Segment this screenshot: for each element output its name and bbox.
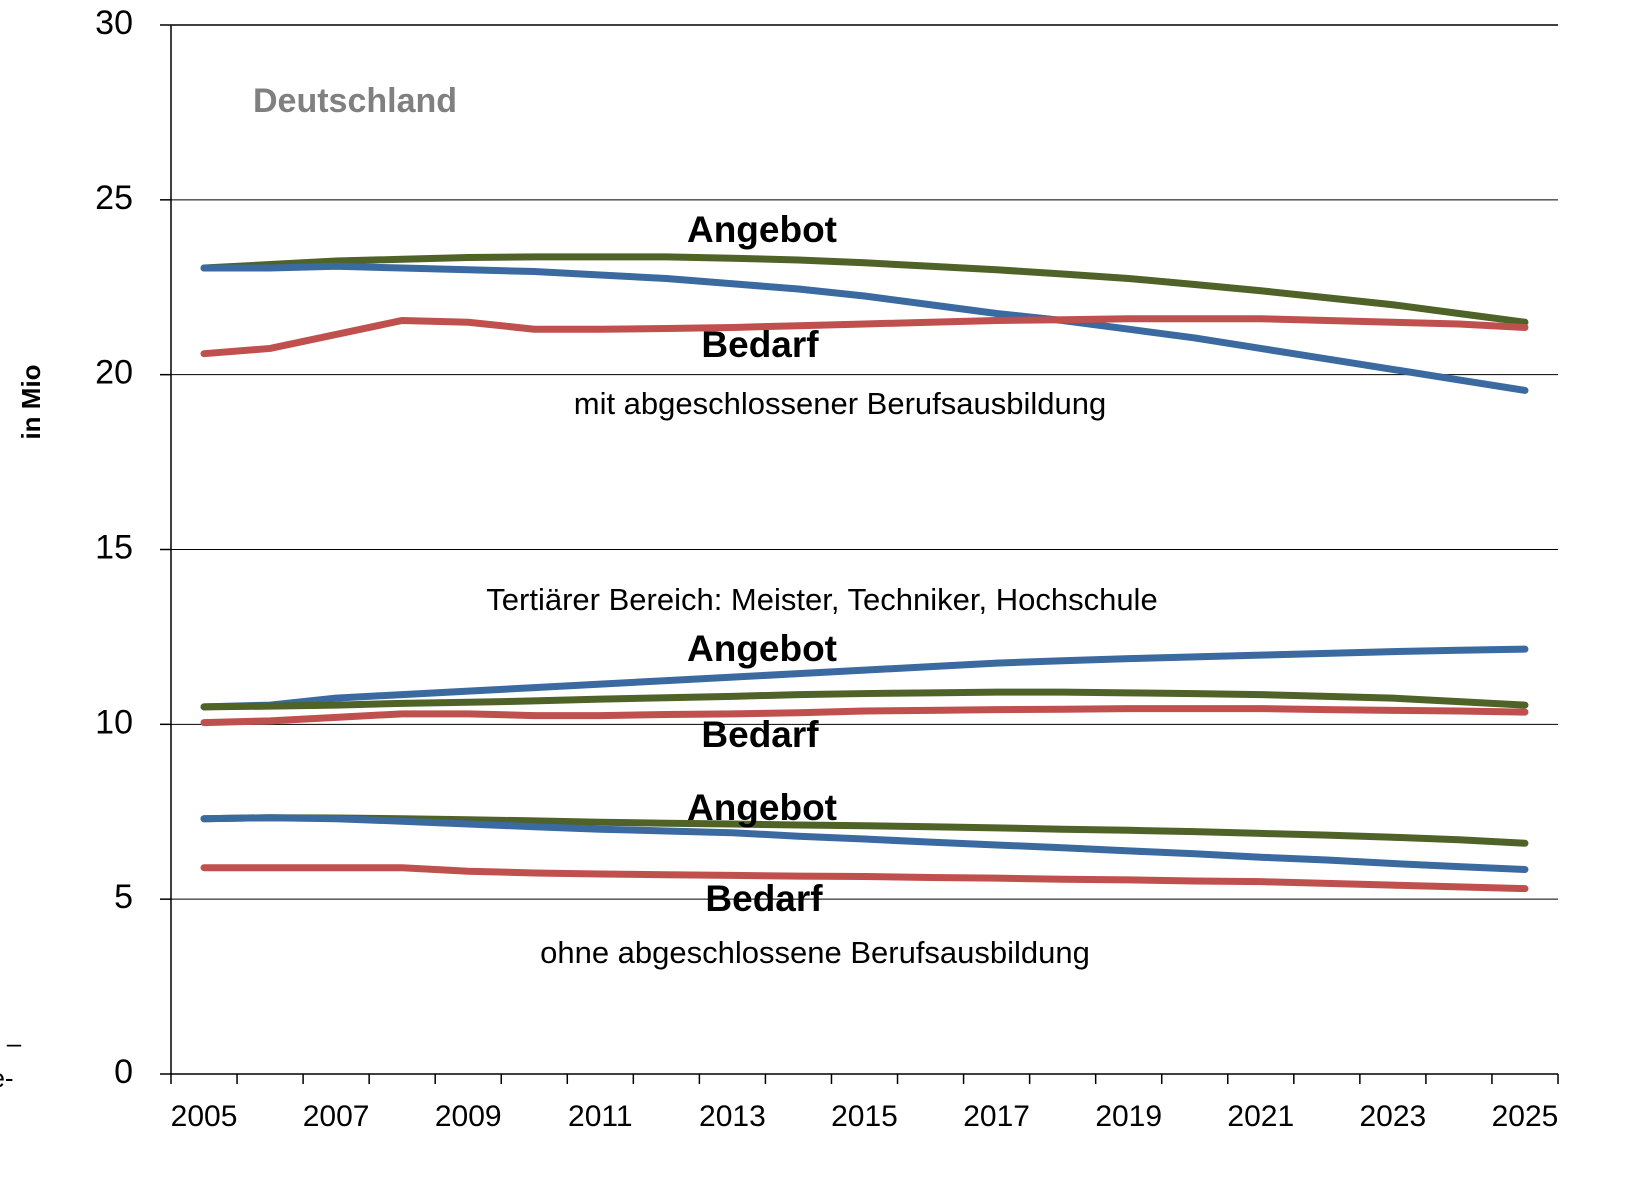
y-axis-label: in Mio (16, 364, 46, 439)
annotation: Tertiärer Bereich: Meister, Techniker, H… (486, 582, 1157, 617)
annotation: Bedarf (705, 878, 823, 919)
x-tick-label: 2023 (1360, 1100, 1427, 1133)
y-tick-label: 25 (95, 179, 133, 217)
annotation: e- (0, 1063, 14, 1093)
y-tick-label: 20 (95, 354, 133, 392)
y-tick-label: 5 (114, 878, 133, 916)
series-line (200, 253, 1529, 326)
series-line (200, 864, 1529, 893)
x-tick-label: 2011 (568, 1100, 633, 1133)
annotation: Angebot (687, 787, 837, 828)
x-tick-label: 2007 (303, 1100, 370, 1133)
x-tick-label: 2017 (963, 1100, 1030, 1133)
x-tick-label: 2009 (435, 1100, 502, 1133)
annotation: – (7, 1028, 22, 1058)
x-tick-label: 2015 (831, 1100, 898, 1133)
x-tick-label: 2021 (1227, 1100, 1294, 1133)
series-line (200, 315, 1529, 358)
series-line (200, 814, 1529, 873)
annotation: Angebot (687, 209, 837, 250)
series-line (200, 262, 1529, 394)
x-tick-label: 2019 (1095, 1100, 1162, 1133)
annotation: Angebot (687, 628, 837, 669)
series-line (200, 688, 1529, 711)
x-tick-label: 2005 (171, 1100, 238, 1133)
annotation: ohne abgeschlossene Berufsausbildung (540, 935, 1090, 970)
annotation: Bedarf (701, 714, 819, 755)
y-tick-label: 15 (95, 528, 133, 566)
series-line (200, 705, 1529, 727)
y-tick-label: 30 (95, 4, 133, 42)
annotation: Bedarf (701, 324, 819, 365)
annotation: Deutschland (253, 82, 457, 120)
x-tick-label: 2013 (699, 1100, 766, 1133)
annotation: mit abgeschlossener Berufsausbildung (574, 386, 1106, 421)
series-line (200, 645, 1529, 711)
y-tick-label: 10 (95, 703, 133, 741)
x-tick-label: 2025 (1492, 1100, 1559, 1133)
y-tick-label: 0 (114, 1053, 133, 1091)
